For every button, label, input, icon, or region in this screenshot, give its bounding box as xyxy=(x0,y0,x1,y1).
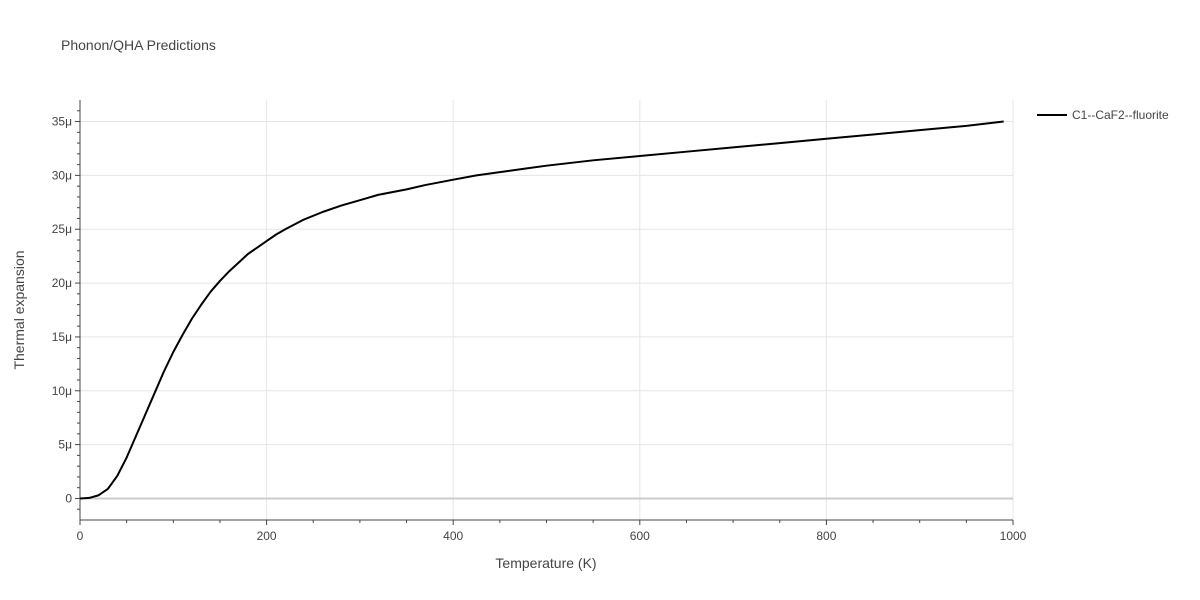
x-tick-label: 200 xyxy=(257,529,277,543)
y-tick-label: 5μ xyxy=(58,438,72,452)
y-tick-label: 25μ xyxy=(52,222,72,236)
x-tick-label: 1000 xyxy=(1000,529,1027,543)
y-tick-label: 20μ xyxy=(52,276,72,290)
legend-label: C1--CaF2--fluorite xyxy=(1072,108,1169,122)
chart-title: Phonon/QHA Predictions xyxy=(61,37,216,53)
y-tick-label: 35μ xyxy=(52,115,72,129)
x-axis-label: Temperature (K) xyxy=(495,555,596,571)
axes xyxy=(75,100,1014,525)
x-tick-label: 400 xyxy=(443,529,463,543)
series-line[interactable] xyxy=(79,120,1004,500)
legend-item[interactable]: C1--CaF2--fluorite xyxy=(1037,108,1169,122)
y-tick-label: 0 xyxy=(65,491,72,505)
plot-area xyxy=(79,120,1004,500)
x-tick-label: 0 xyxy=(77,529,84,543)
y-tick-label: 30μ xyxy=(52,168,72,182)
x-tick-label: 800 xyxy=(816,529,836,543)
y-axis-label: Thermal expansion xyxy=(11,250,27,369)
x-tick-label: 600 xyxy=(630,529,650,543)
y-tick-label: 15μ xyxy=(52,330,72,344)
legend[interactable]: C1--CaF2--fluorite xyxy=(1037,108,1169,122)
y-tick-label: 10μ xyxy=(52,384,72,398)
gridlines xyxy=(80,100,1014,520)
tick-labels: 0 200 400 600 800 1000 0 5μ 10μ 15μ 20μ 25μ 30μ 35μ xyxy=(52,115,1027,543)
